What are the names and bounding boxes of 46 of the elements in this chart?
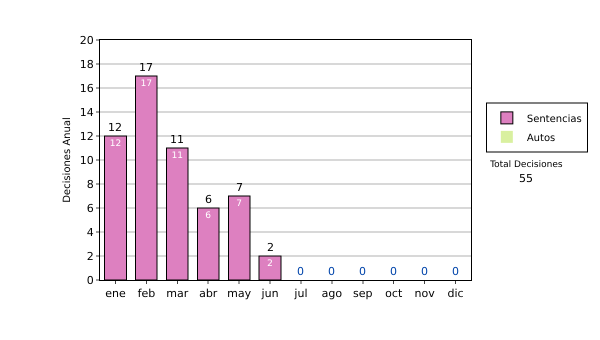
data-label: 12 — [110, 139, 122, 149]
y-tick-label: 18 — [80, 58, 94, 71]
data-label: 2 — [267, 259, 273, 269]
legend-label: Sentencias — [526, 114, 582, 125]
total-label: 6 — [205, 193, 212, 206]
total-label: 0 — [359, 265, 366, 278]
total-label: 11 — [170, 133, 184, 146]
total-label: 12 — [108, 121, 122, 134]
x-tick-label: feb — [138, 287, 156, 300]
total-label: 7 — [236, 181, 243, 194]
x-tick-label: sep — [353, 287, 373, 300]
x-tick-label: nov — [414, 287, 436, 300]
y-tick-label: 2 — [86, 250, 94, 263]
y-tick-label: 14 — [80, 106, 94, 119]
total-label: 0 — [328, 265, 335, 278]
x-tick-label: may — [227, 287, 252, 300]
text: 55 — [519, 172, 533, 185]
total-label: 2 — [267, 241, 274, 254]
data-label: 7 — [236, 199, 242, 209]
legend-label: Autos — [526, 132, 556, 144]
x-tick-label: mar — [166, 287, 189, 300]
y-tick-label: 6 — [86, 202, 94, 215]
x-tick-label: jul — [293, 287, 308, 300]
x-tick-label: dic — [447, 287, 464, 300]
x-tick-label: jun — [260, 287, 279, 300]
total-label: 0 — [421, 265, 428, 278]
data-label: 6 — [205, 211, 212, 221]
x-tick-label: ago — [322, 287, 342, 300]
y-tick-label: 12 — [80, 130, 94, 143]
y-tick-label: 20 — [80, 34, 94, 47]
y-tick-label: 16 — [80, 82, 94, 95]
data-label: 17 — [140, 79, 152, 89]
total-label: 0 — [297, 265, 304, 278]
y-axis-title: Decisiones Anual — [62, 117, 73, 203]
y-tick-label: 4 — [86, 226, 94, 239]
data-label: 11 — [172, 151, 184, 161]
x-tick-label: abr — [199, 287, 218, 300]
y-tick-label: 10 — [80, 154, 94, 167]
text: Total Decisiones — [489, 160, 563, 170]
x-tick-label: oct — [385, 287, 403, 300]
total-label: 17 — [139, 61, 153, 74]
y-tick-label: 0 — [86, 274, 94, 287]
x-tick-label: ene — [105, 287, 126, 300]
y-tick-label: 8 — [86, 178, 94, 191]
total-label: 0 — [390, 265, 397, 278]
total-label: 0 — [452, 265, 459, 278]
